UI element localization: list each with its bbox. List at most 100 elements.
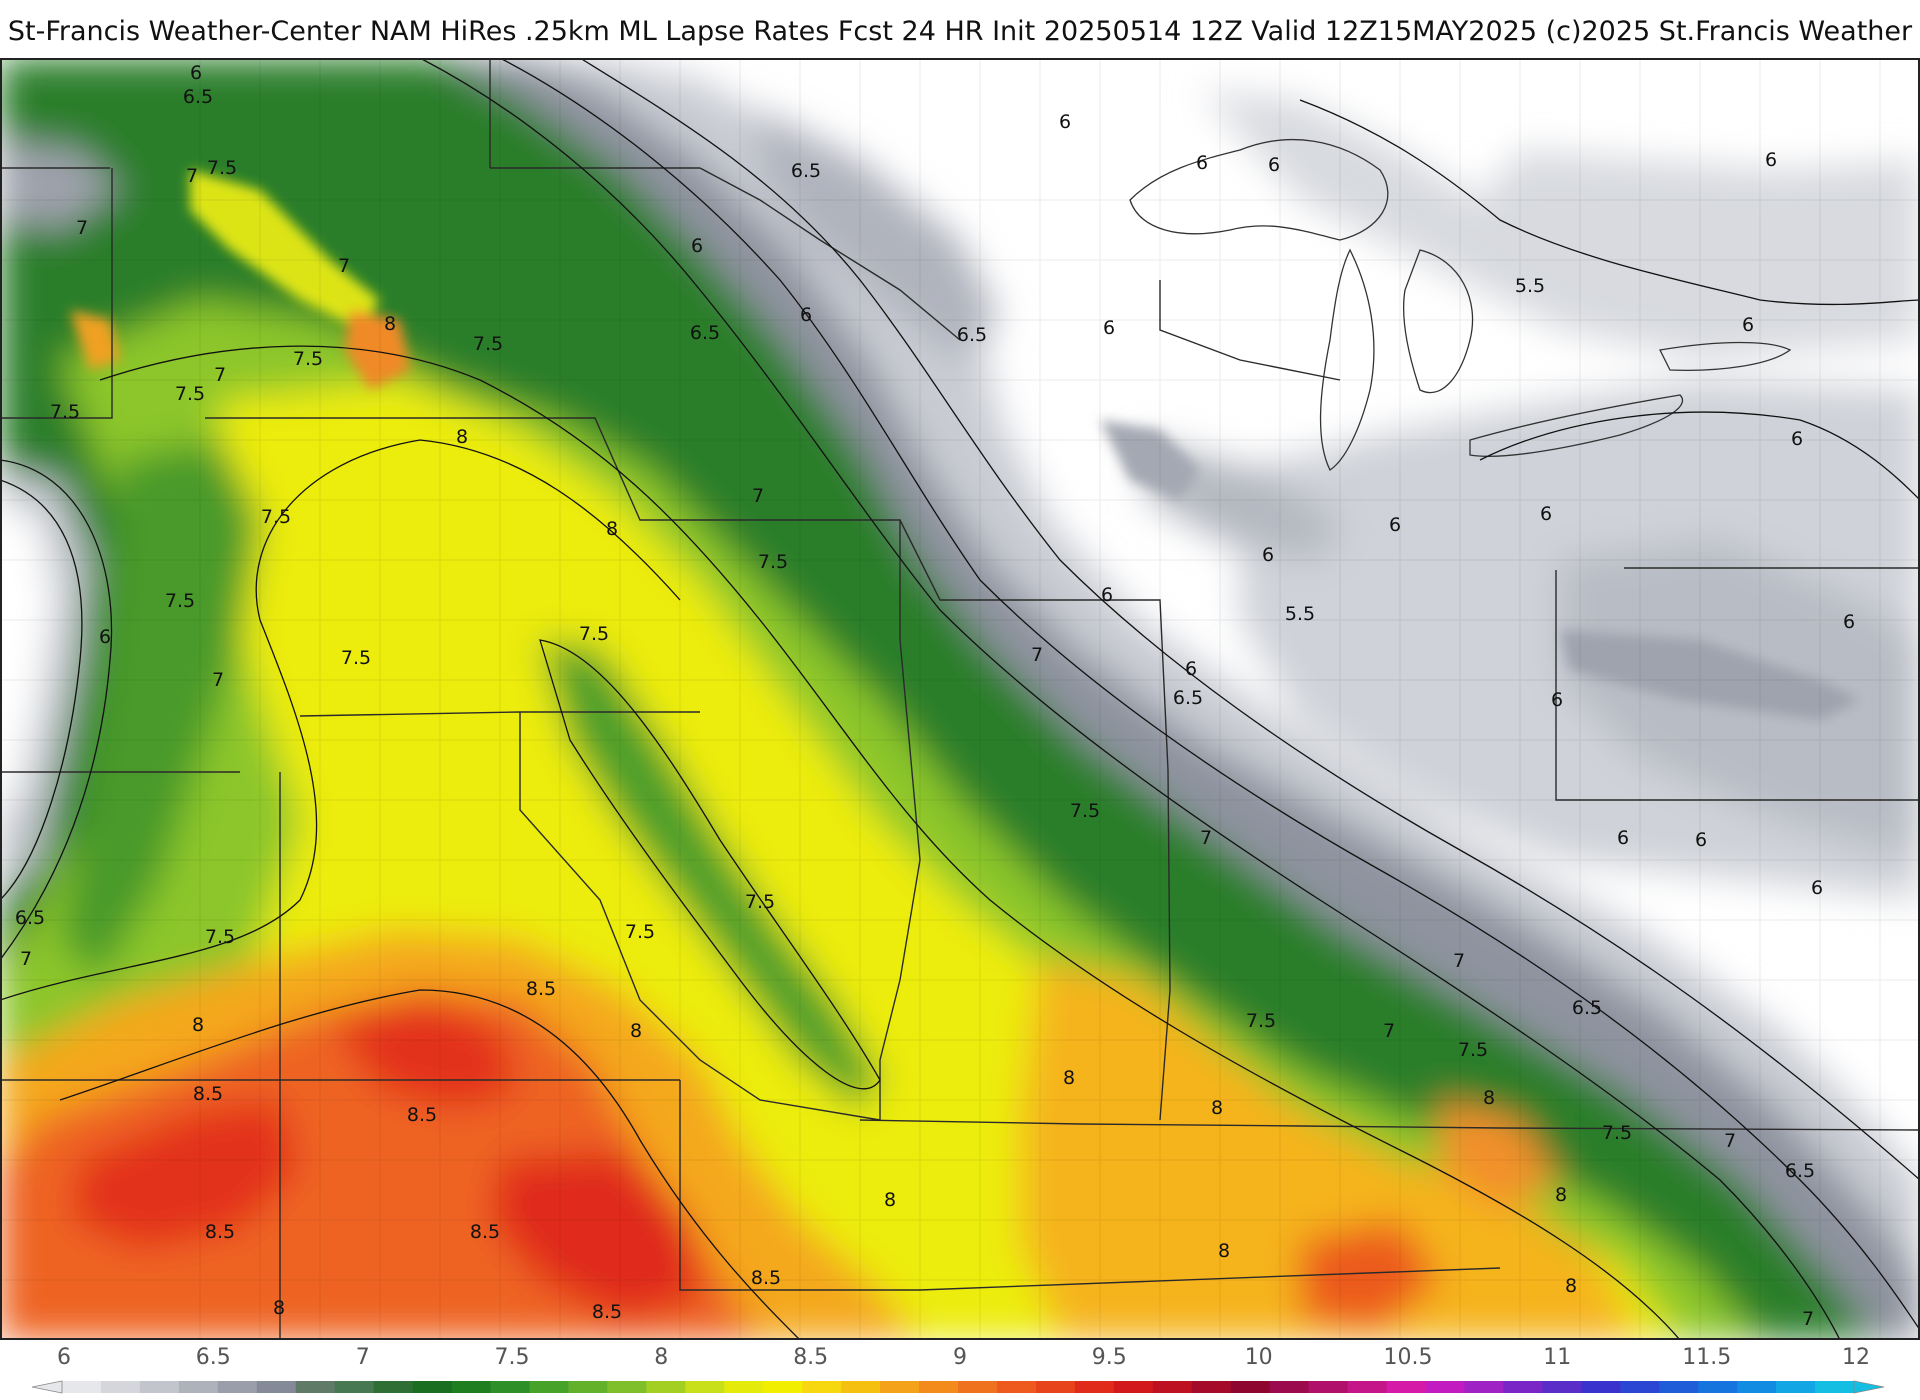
color-scale-swatch bbox=[1113, 1381, 1154, 1393]
contour-label: 8 bbox=[456, 426, 468, 448]
field-green-west bbox=[60, 440, 260, 980]
color-scale-swatch bbox=[1230, 1381, 1271, 1393]
contour-7 bbox=[419, 58, 1841, 1340]
contour-label: 7 bbox=[338, 255, 350, 277]
contour-label: 6.5 bbox=[791, 160, 821, 182]
contour-label: 6 bbox=[1843, 611, 1855, 633]
field-red-core-1 bbox=[70, 1100, 300, 1250]
color-scale-swatch bbox=[373, 1381, 414, 1393]
state-line-11 bbox=[1555, 570, 1920, 801]
color-scale-swatch bbox=[451, 1381, 492, 1393]
contour-8 bbox=[0, 439, 681, 1001]
state-line-5 bbox=[205, 417, 921, 861]
contour-label: 7 bbox=[1031, 644, 1043, 666]
color-scale-swatch bbox=[568, 1381, 608, 1393]
color-scale-tick-label: 7.5 bbox=[495, 1345, 530, 1370]
contour-ne-6 bbox=[1299, 99, 1920, 306]
color-scale-tick-label: 10 bbox=[1245, 1345, 1273, 1370]
field-west-coast-white bbox=[0, 500, 55, 820]
color-scale-swatch bbox=[1464, 1381, 1504, 1393]
color-scale-tick-label: 9 bbox=[953, 1345, 967, 1370]
contour-label: 7.5 bbox=[293, 348, 323, 370]
contour-label: 8 bbox=[884, 1189, 896, 1211]
contour-label: 6.5 bbox=[1785, 1160, 1815, 1182]
color-scale-tick-label: 6 bbox=[57, 1345, 71, 1370]
color-scale-tick-label: 10.5 bbox=[1384, 1345, 1433, 1370]
color-scale-swatch bbox=[1074, 1381, 1115, 1393]
contour-label: 6 bbox=[1540, 503, 1552, 525]
contour-label: 6 bbox=[691, 235, 703, 257]
contour-label: 8.5 bbox=[205, 1221, 235, 1243]
color-scale-swatch bbox=[1620, 1381, 1660, 1393]
color-scale-swatch bbox=[62, 1381, 102, 1393]
color-scale-swatch bbox=[1308, 1381, 1349, 1393]
color-scale-swatch bbox=[919, 1381, 959, 1393]
contour-label: 6.5 bbox=[1173, 687, 1203, 709]
contour-label: 7 bbox=[1724, 1130, 1736, 1152]
color-scale-swatch bbox=[1698, 1381, 1738, 1393]
lake-ontario bbox=[1659, 341, 1792, 371]
lake-erie bbox=[1469, 394, 1684, 457]
color-scale-swatch bbox=[841, 1381, 881, 1393]
contour-label: 8 bbox=[1483, 1087, 1495, 1109]
color-scale-swatch bbox=[1581, 1381, 1621, 1393]
contour-label: 7.5 bbox=[261, 506, 291, 528]
contour-label: 7 bbox=[752, 485, 764, 507]
contour-label: 6 bbox=[800, 304, 812, 326]
color-scale-swatch bbox=[1191, 1381, 1232, 1393]
color-scale-swatch bbox=[1152, 1381, 1193, 1393]
color-scale-swatch bbox=[685, 1381, 725, 1393]
contour-label: 6.5 bbox=[957, 324, 987, 346]
color-scale-swatch bbox=[1776, 1381, 1816, 1393]
state-line-15 bbox=[699, 167, 961, 341]
contour-label: 7.5 bbox=[625, 921, 655, 943]
color-scale-swatch bbox=[880, 1381, 920, 1393]
great-lakes bbox=[1129, 139, 1792, 471]
color-scale-tick-label: 9.5 bbox=[1092, 1345, 1127, 1370]
contour-label: 8 bbox=[273, 1297, 285, 1319]
color-scale-swatch bbox=[646, 1381, 686, 1393]
contour-label: 6 bbox=[1185, 658, 1197, 680]
color-scale-swatch bbox=[1503, 1381, 1543, 1393]
field-green-ribbon bbox=[540, 640, 880, 1110]
county-grid-lines bbox=[0, 58, 1920, 1340]
contour-label: 8 bbox=[1063, 1067, 1075, 1089]
color-scale-swatch bbox=[958, 1381, 998, 1393]
contour-lines bbox=[0, 58, 1920, 1340]
contour-6-5 bbox=[499, 58, 1920, 1331]
contour-label: 7.5 bbox=[175, 383, 205, 405]
contour-label: 6 bbox=[1262, 544, 1274, 566]
color-scale-swatch bbox=[1269, 1381, 1310, 1393]
field-grey-mid-ne bbox=[760, 110, 1000, 360]
state-line-8 bbox=[859, 1119, 1920, 1131]
contour-label: 8.5 bbox=[526, 978, 556, 1000]
contour-east-6 bbox=[1479, 411, 1920, 501]
contour-label: 7.5 bbox=[758, 551, 788, 573]
contour-label: 7.5 bbox=[205, 926, 235, 948]
contour-west-6 bbox=[0, 479, 83, 901]
color-scale-tick-label: 8.5 bbox=[793, 1345, 828, 1370]
contour-label: 7.5 bbox=[207, 157, 237, 179]
contour-6 bbox=[579, 58, 1920, 1181]
field-nw-yellow-streak bbox=[190, 170, 380, 330]
contour-label: 7.5 bbox=[341, 647, 371, 669]
field-red-core-2 bbox=[330, 1000, 520, 1110]
contour-label: 8 bbox=[1555, 1184, 1567, 1206]
contour-label: 8.5 bbox=[193, 1083, 223, 1105]
contour-label: 7.5 bbox=[1246, 1010, 1276, 1032]
field-red-core-4 bbox=[1300, 1220, 1440, 1330]
color-scale-swatch bbox=[1425, 1381, 1466, 1393]
field-nw-orange-spot-2 bbox=[70, 310, 120, 370]
contour-label: 8.5 bbox=[407, 1104, 437, 1126]
contour-label: 6 bbox=[1791, 428, 1803, 450]
contour-label: 7 bbox=[1453, 950, 1465, 972]
county-grid bbox=[0, 58, 1920, 1340]
contour-label: 8 bbox=[1565, 1275, 1577, 1297]
field-orange-east bbox=[1020, 960, 1640, 1340]
color-scale-left-arrow bbox=[31, 1380, 63, 1394]
contour-label: 8 bbox=[384, 313, 396, 335]
color-scale-tick-label: 12 bbox=[1842, 1345, 1870, 1370]
color-scale-swatch bbox=[1035, 1381, 1076, 1393]
color-scale-tick-label: 7 bbox=[356, 1345, 370, 1370]
